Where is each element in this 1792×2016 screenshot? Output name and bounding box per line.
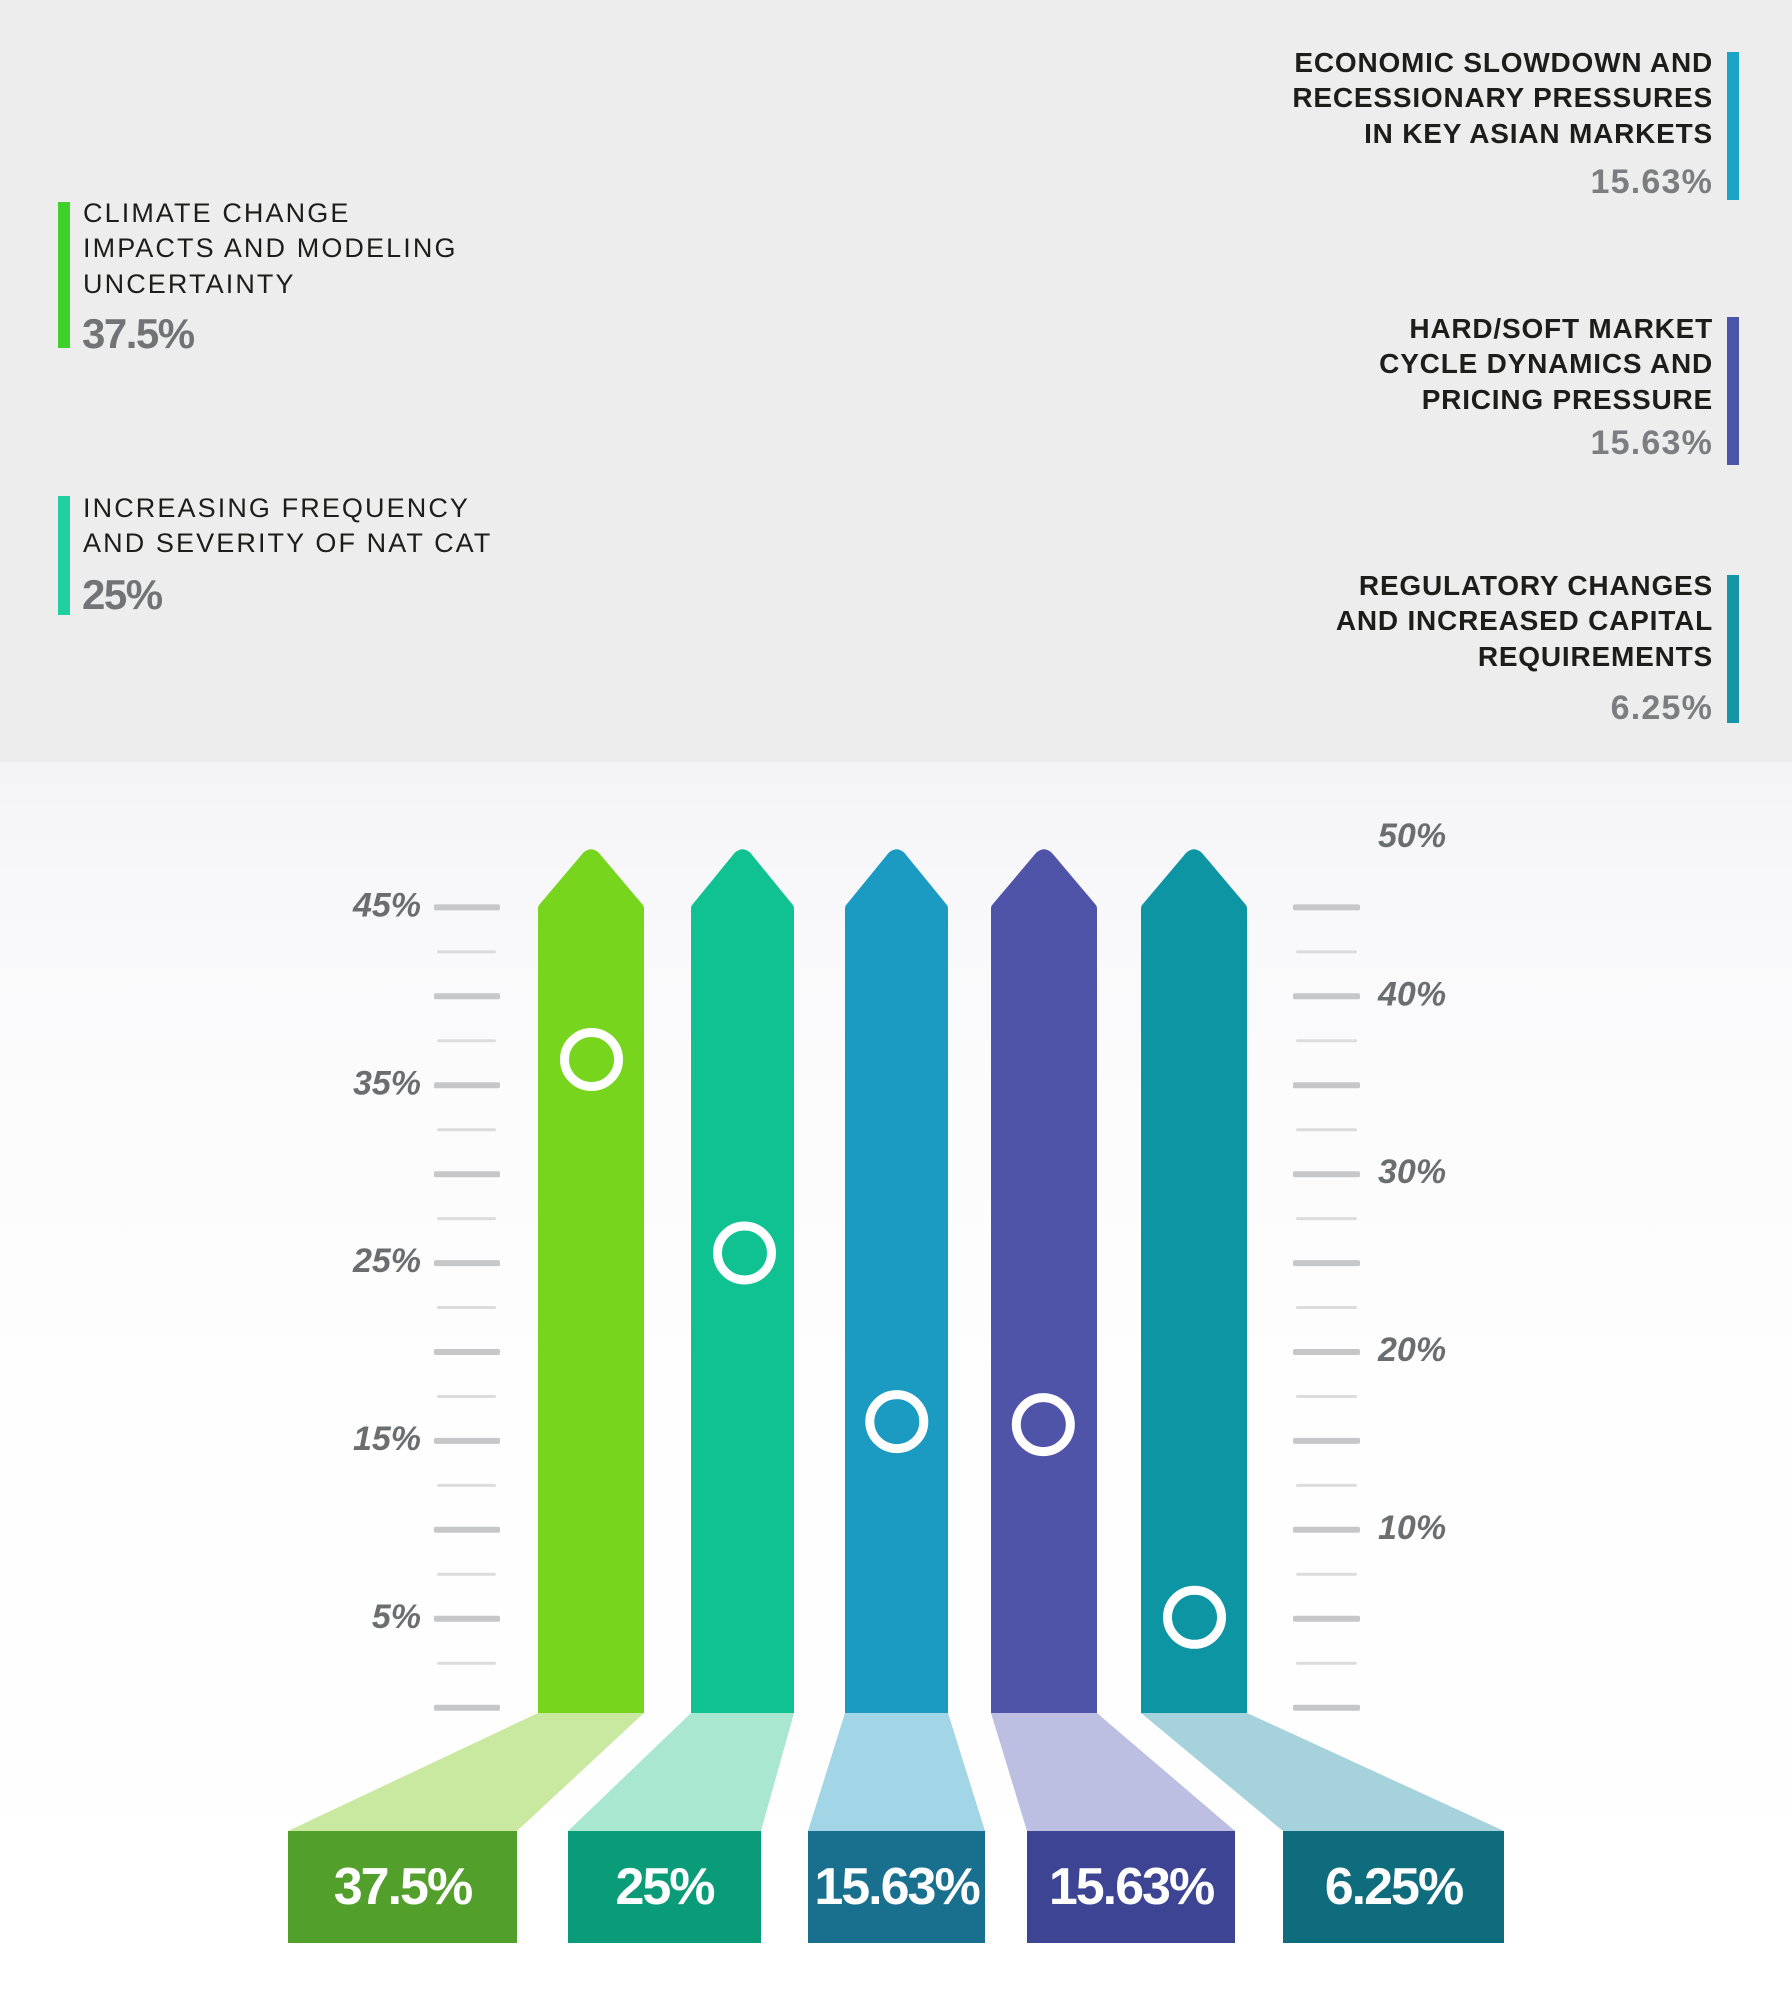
svg-text:6.25%: 6.25% — [1325, 1858, 1463, 1916]
svg-text:15%: 15% — [353, 1420, 421, 1458]
svg-text:37.5%: 37.5% — [334, 1858, 472, 1916]
svg-text:10%: 10% — [1378, 1509, 1446, 1547]
svg-text:30%: 30% — [1378, 1153, 1446, 1191]
svg-text:5%: 5% — [372, 1598, 421, 1636]
svg-text:35%: 35% — [353, 1064, 421, 1102]
svg-text:45%: 45% — [352, 886, 421, 924]
svg-text:50%: 50% — [1378, 817, 1446, 855]
svg-text:15.63%: 15.63% — [1049, 1858, 1214, 1916]
svg-text:20%: 20% — [1377, 1331, 1446, 1369]
svg-text:25%: 25% — [352, 1242, 421, 1280]
svg-text:15.63%: 15.63% — [814, 1858, 979, 1916]
svg-text:25%: 25% — [615, 1858, 714, 1916]
svg-text:40%: 40% — [1377, 975, 1446, 1013]
